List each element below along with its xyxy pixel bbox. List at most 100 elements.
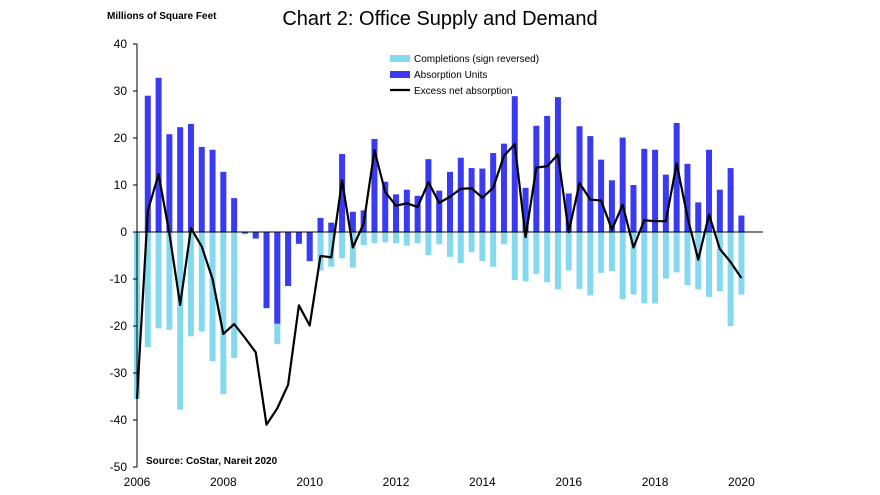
completions-bar — [414, 232, 421, 244]
completions-bar — [360, 232, 367, 246]
completions-bar — [328, 232, 335, 267]
absorption-bar — [425, 159, 432, 232]
absorption-bar — [263, 232, 270, 309]
absorption-bar — [565, 193, 572, 232]
completions-bar — [457, 232, 464, 264]
absorption-bar — [339, 153, 346, 232]
absorption-bar — [533, 125, 540, 232]
completions-bar — [522, 232, 529, 282]
completions-bar — [727, 232, 734, 326]
absorption-bar — [500, 143, 507, 232]
y-tick-label: 10 — [114, 178, 128, 192]
y-tick-label: 20 — [114, 131, 128, 145]
x-tick-label: 2010 — [296, 475, 323, 489]
absorption-bar — [468, 168, 475, 232]
x-tick-label: 2016 — [555, 475, 582, 489]
completions-bar — [231, 232, 238, 358]
x-tick-label: 2020 — [728, 475, 755, 489]
absorption-bar — [414, 195, 421, 232]
x-tick-label: 2008 — [210, 475, 237, 489]
absorption-bar — [252, 232, 259, 239]
legend-label: Excess net absorption — [414, 86, 512, 97]
completions-bar — [706, 232, 713, 297]
completions-bar — [317, 232, 324, 271]
absorption-bar — [274, 232, 281, 324]
completions-bar — [533, 232, 540, 274]
completions-bar — [587, 232, 594, 296]
absorption-bar — [285, 232, 292, 287]
completions-bar — [479, 232, 486, 262]
completions-bar — [155, 232, 162, 329]
absorption-bar — [716, 189, 723, 232]
absorption-bar — [641, 148, 648, 232]
absorption-bar — [198, 146, 205, 232]
legend-swatch — [390, 55, 410, 62]
absorption-bar — [695, 202, 702, 232]
legend: Completions (sign reversed) Absorption Un… — [390, 54, 539, 97]
y-axis-label: Millions of Square Feet — [107, 11, 217, 22]
completions-bar — [554, 232, 561, 290]
absorption-bar — [706, 149, 713, 232]
completions-bar — [738, 232, 745, 295]
absorption-bar — [436, 190, 443, 232]
absorption-bar — [166, 134, 173, 232]
completions-bar — [447, 232, 453, 257]
absorption-bar — [673, 122, 680, 232]
absorption-bar — [662, 174, 669, 232]
completions-bar — [544, 232, 551, 283]
absorption-bar — [457, 157, 464, 232]
x-tick-label: 2006 — [124, 475, 151, 489]
absorption-bar — [306, 232, 313, 262]
completions-bar — [598, 232, 605, 273]
legend-swatch — [390, 71, 410, 78]
completions-bar — [652, 232, 659, 304]
completions-bar — [565, 232, 572, 271]
absorption-bar — [393, 194, 400, 232]
absorption-bar — [328, 222, 335, 232]
completions-bar — [144, 232, 151, 348]
absorption-bar — [652, 149, 659, 232]
completions-bar — [608, 232, 615, 272]
source-note: Source: CoStar, Nareit 2020 — [146, 456, 278, 467]
excess-net-absorption-line — [135, 143, 743, 426]
absorption-bar — [349, 211, 356, 232]
absorption-bar — [479, 168, 486, 232]
completions-bar — [468, 232, 475, 253]
completions-bar — [511, 232, 518, 280]
legend-label: Absorption Units — [414, 70, 487, 81]
y-tick-label: 0 — [120, 225, 127, 239]
y-tick-label: -20 — [110, 319, 128, 333]
absorption-bar — [554, 97, 561, 232]
absorption-bar — [587, 136, 594, 232]
absorption-bar — [727, 168, 734, 232]
completions-bar — [684, 232, 691, 286]
completions-bar — [187, 232, 194, 337]
y-tick-label: -30 — [110, 366, 128, 380]
absorption-bar — [382, 181, 389, 232]
x-tick-label: 2012 — [383, 475, 410, 489]
absorption-bar — [220, 171, 227, 232]
absorption-bar — [608, 180, 615, 232]
completions-bar — [220, 232, 227, 395]
completions-bar — [630, 232, 637, 295]
absorption-bar — [371, 138, 378, 232]
completions-bar — [490, 232, 497, 267]
completions-bar — [177, 232, 184, 410]
absorption-bar — [598, 159, 605, 232]
absorption-bar — [295, 232, 302, 244]
completions-bar — [403, 232, 410, 246]
line-layer — [135, 143, 743, 426]
completions-bar — [500, 232, 507, 245]
absorption-bar — [241, 232, 248, 234]
absorption-bar — [630, 185, 637, 232]
completions-bar — [436, 232, 443, 245]
absorption-bar — [231, 198, 238, 232]
absorption-bar — [619, 137, 626, 232]
bars-layer — [134, 77, 745, 410]
completions-bar — [166, 232, 173, 330]
y-tick-label: -50 — [110, 460, 128, 474]
completions-bar — [382, 232, 389, 243]
